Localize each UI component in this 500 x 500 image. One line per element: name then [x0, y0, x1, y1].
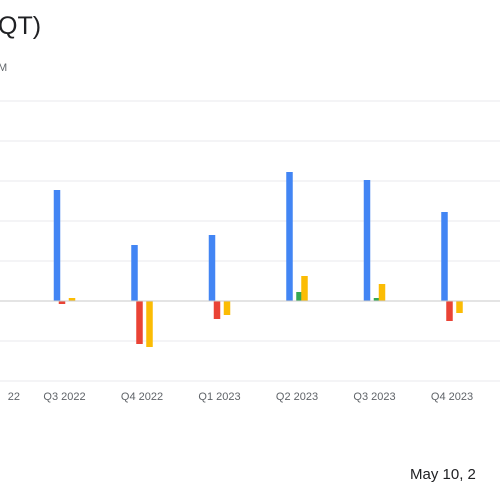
bar-series3-q3-2023 [373, 298, 381, 301]
bar-series4-q2-2023 [301, 276, 308, 301]
bar-series2-q4-2022 [136, 301, 143, 344]
bar-series1-q4-2022 [131, 245, 138, 301]
bar-series1-q2-2023 [286, 172, 293, 301]
x-tick-label: Q4 2023 [431, 391, 473, 403]
x-tick-label: Q4 2022 [121, 391, 163, 403]
x-tick-label: 22 [8, 391, 20, 403]
bar-series1-q3-2023 [363, 180, 371, 301]
chart-title: QT) [0, 12, 42, 40]
x-tick-label: Q2 2023 [276, 391, 318, 403]
bar-series2-q4-2023 [446, 301, 453, 321]
bar-series1-q4-2023 [441, 212, 448, 301]
x-tick-label: Q1 2023 [198, 391, 240, 403]
bar-series4-q1-2023 [223, 301, 231, 315]
bar-series2-q3-2022 [58, 301, 66, 304]
bar-series4-q3-2023 [378, 284, 386, 301]
bar-series4-q3-2022 [68, 298, 76, 301]
x-tick-label: Q3 2023 [353, 391, 395, 403]
chart-subtitle: M [0, 62, 8, 74]
chart-date: May 10, 2 [410, 466, 476, 483]
x-tick-label: Q3 2022 [43, 391, 85, 403]
bar-series1-q3-2022 [53, 190, 61, 301]
bar-series2-q1-2023 [213, 301, 221, 319]
bar-series3-q2-2023 [296, 292, 303, 301]
bar-series4-q4-2023 [456, 301, 463, 313]
bar-series1-q1-2023 [208, 235, 216, 301]
bar-series4-q4-2022 [146, 301, 153, 347]
